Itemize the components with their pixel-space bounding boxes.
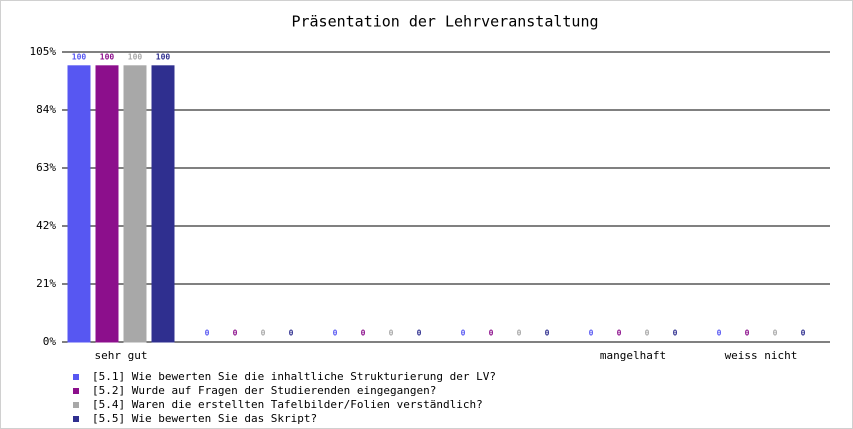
y-tick-label: 21% <box>36 277 56 290</box>
legend-swatch <box>73 416 79 422</box>
data-label: 0 <box>589 329 594 338</box>
data-label: 0 <box>801 329 806 338</box>
data-label: 0 <box>261 329 266 338</box>
y-tick-label: 63% <box>36 161 56 174</box>
data-label: 0 <box>745 329 750 338</box>
legend-swatch <box>73 388 79 394</box>
data-label: 0 <box>289 329 294 338</box>
bar <box>67 65 91 343</box>
data-label: 100 <box>100 52 115 61</box>
data-label: 100 <box>128 52 143 61</box>
data-label: 0 <box>617 329 622 338</box>
data-label: 0 <box>545 329 550 338</box>
legend-label: [5.4] Waren die erstellten Tafelbilder/F… <box>92 398 483 411</box>
data-label: 0 <box>417 329 422 338</box>
bar <box>151 65 175 343</box>
data-label: 0 <box>333 329 338 338</box>
data-label: 0 <box>361 329 366 338</box>
data-label: 0 <box>233 329 238 338</box>
data-label: 100 <box>72 52 87 61</box>
bar <box>123 65 147 343</box>
legend-label: [5.2] Wurde auf Fragen der Studierenden … <box>92 384 436 397</box>
data-label: 100 <box>156 52 171 61</box>
data-label: 0 <box>673 329 678 338</box>
data-label: 0 <box>645 329 650 338</box>
x-tick-label: mangelhaft <box>600 349 666 362</box>
data-label: 0 <box>517 329 522 338</box>
data-label: 0 <box>389 329 394 338</box>
y-tick-label: 105% <box>30 45 57 58</box>
chart-title: Präsentation der Lehrveranstaltung <box>291 13 598 31</box>
x-tick-label: weiss nicht <box>725 349 798 362</box>
y-tick-label: 84% <box>36 103 56 116</box>
data-label: 0 <box>717 329 722 338</box>
legend-swatch <box>73 402 79 408</box>
data-label: 0 <box>489 329 494 338</box>
y-tick-label: 0% <box>43 335 57 348</box>
legend-swatch <box>73 374 79 380</box>
data-label: 0 <box>773 329 778 338</box>
legend-label: [5.1] Wie bewerten Sie die inhaltliche S… <box>92 370 496 383</box>
data-label: 0 <box>461 329 466 338</box>
bar <box>95 65 119 343</box>
x-tick-label: sehr gut <box>95 349 148 362</box>
data-label: 0 <box>205 329 210 338</box>
legend-label: [5.5] Wie bewerten Sie das Skript? <box>92 412 317 425</box>
y-tick-label: 42% <box>36 219 56 232</box>
